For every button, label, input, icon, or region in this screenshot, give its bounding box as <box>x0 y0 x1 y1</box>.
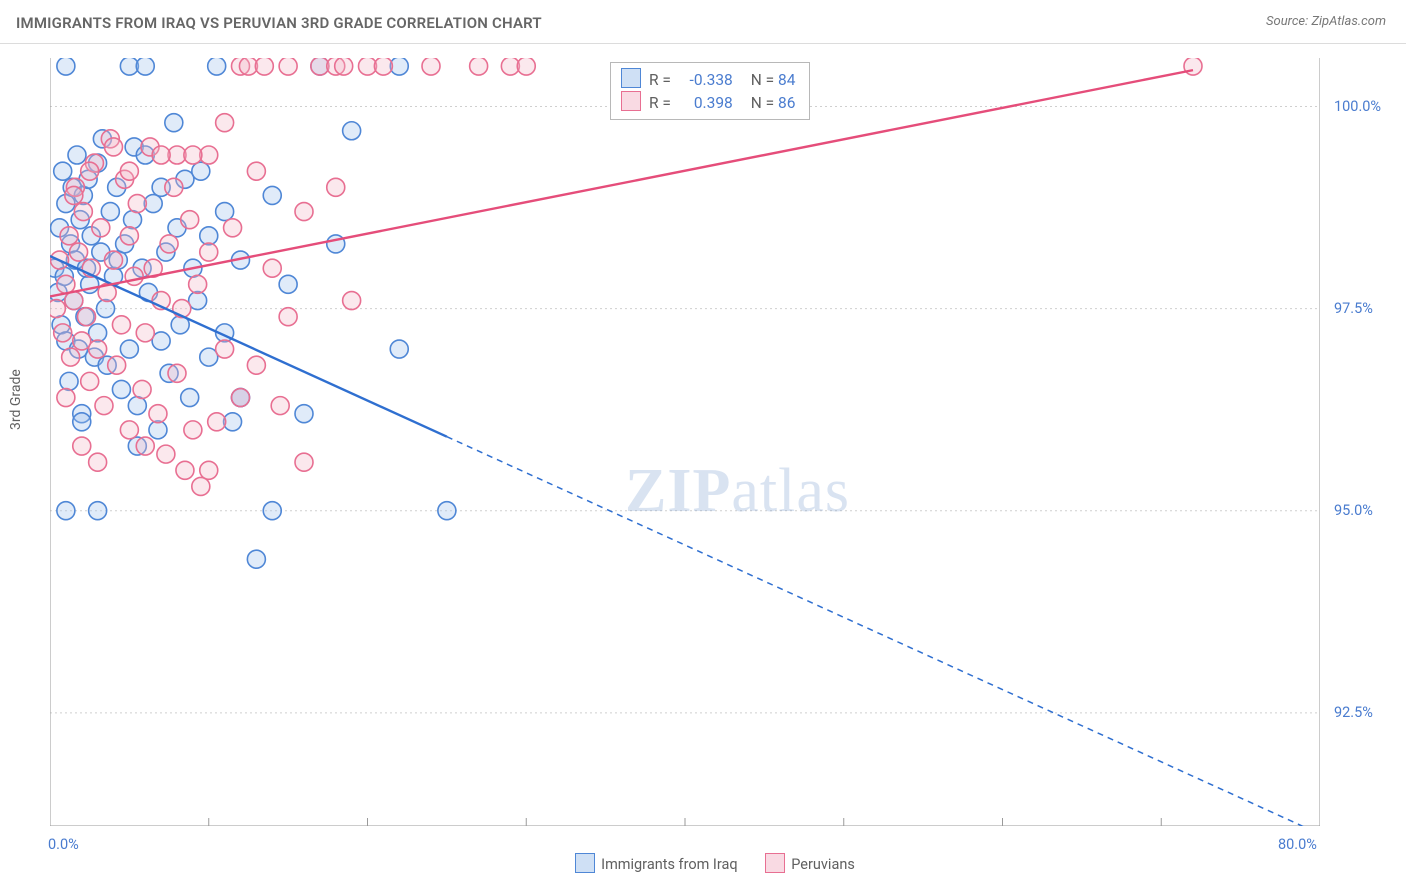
stat-r-value: 0.398 <box>675 92 733 114</box>
stat-n-value: 84 <box>778 69 795 91</box>
legend-label: Immigrants from Iraq <box>601 856 738 873</box>
x-tick-label: 80.0% <box>1278 836 1317 853</box>
chart-svg <box>50 58 1320 826</box>
stat-r-prefix: R = <box>649 71 675 89</box>
y-axis-label: 3rd Grade <box>8 369 24 430</box>
stat-n-prefix: N = <box>751 94 778 112</box>
source-prefix: Source: <box>1266 14 1311 29</box>
stat-r-prefix: R = <box>649 94 675 112</box>
swatch-iraq-icon <box>621 68 641 88</box>
plot-area: R = -0.338N = 84R = 0.398N = 86 ZIPatlas <box>50 58 1320 826</box>
stats-legend-box: R = -0.338 N = 84 R = 0.398 N = 86 <box>610 62 810 120</box>
y-tick-label: 100.0% <box>1334 98 1381 115</box>
stat-r-value: -0.338 <box>675 69 733 91</box>
x-tick-label: 0.0% <box>48 836 79 853</box>
y-tick-label: 97.5% <box>1334 300 1373 317</box>
stat-n-prefix: N = <box>751 71 778 89</box>
swatch-peru-icon <box>765 853 785 873</box>
y-tick-label: 92.5% <box>1334 704 1373 721</box>
stat-n-value: 86 <box>778 92 795 114</box>
chart-title: IMMIGRANTS FROM IRAQ VS PERUVIAN 3RD GRA… <box>16 14 542 32</box>
stat-row-peru: R = 0.398 N = 86 <box>621 91 795 114</box>
header-bar: IMMIGRANTS FROM IRAQ VS PERUVIAN 3RD GRA… <box>0 0 1406 44</box>
swatch-iraq-icon <box>575 853 595 873</box>
stat-row-iraq: R = -0.338 N = 84 <box>621 68 795 91</box>
legend-label: Peruvians <box>791 856 855 873</box>
swatch-peru-icon <box>621 91 641 111</box>
legend-item-iraq: Immigrants from Iraq <box>551 856 738 873</box>
bottom-legend: Immigrants from Iraq Peruvians <box>0 853 1406 873</box>
legend-item-peru: Peruvians <box>741 856 855 873</box>
source-name: ZipAtlas.com <box>1311 14 1386 29</box>
source-credit: Source: ZipAtlas.com <box>1266 14 1386 29</box>
y-tick-label: 95.0% <box>1334 502 1373 519</box>
